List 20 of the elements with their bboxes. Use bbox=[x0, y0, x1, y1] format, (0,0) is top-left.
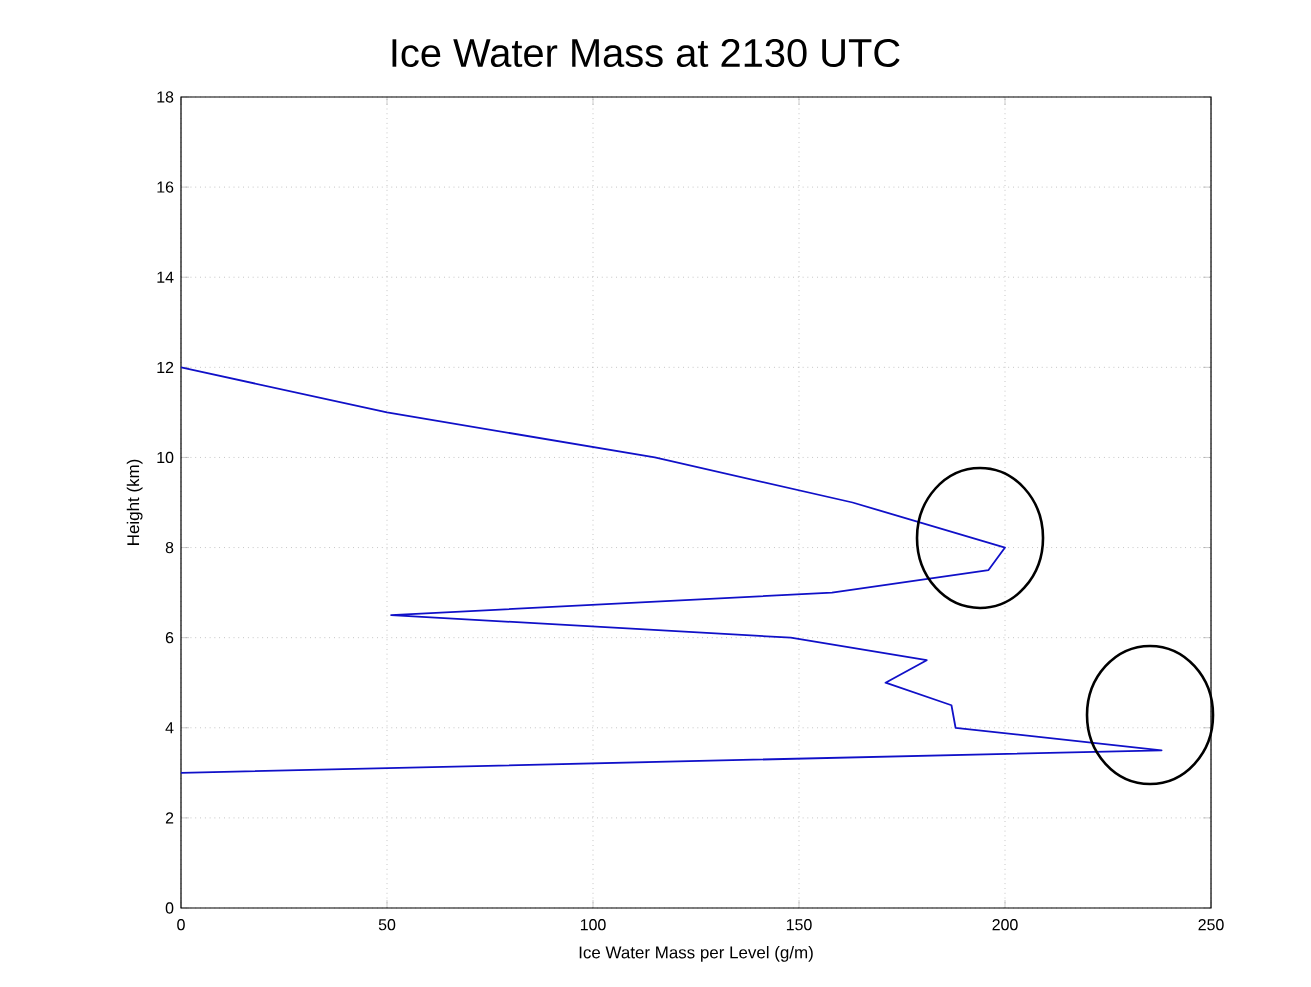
y-tick-label: 14 bbox=[157, 271, 174, 283]
y-tick-label: 6 bbox=[165, 632, 174, 644]
y-tick-label: 10 bbox=[157, 451, 174, 464]
x-axis-title: Ice Water Mass per Level (g/m) bbox=[579, 946, 813, 962]
y-axis-title: Height (km) bbox=[126, 459, 143, 545]
y-tick-label: 18 bbox=[157, 91, 174, 103]
x-tick-label: 150 bbox=[786, 919, 812, 931]
x-tick-label: 100 bbox=[580, 919, 606, 931]
chart-title: Ice Water Mass at 2130 UTC bbox=[392, 38, 900, 68]
y-tick-label: 8 bbox=[165, 541, 174, 554]
x-tick-label: 250 bbox=[1198, 919, 1224, 931]
y-tick-label: 4 bbox=[165, 722, 174, 734]
x-tick-label: 200 bbox=[992, 919, 1018, 931]
line-series bbox=[181, 366, 1163, 774]
y-tick-label: 0 bbox=[165, 902, 174, 914]
x-tick-label: 50 bbox=[378, 919, 396, 931]
y-tick-label: 2 bbox=[165, 812, 174, 824]
x-tick-label: 0 bbox=[177, 919, 185, 931]
y-tick-label: 16 bbox=[157, 181, 174, 193]
y-tick-label: 12 bbox=[157, 361, 174, 373]
